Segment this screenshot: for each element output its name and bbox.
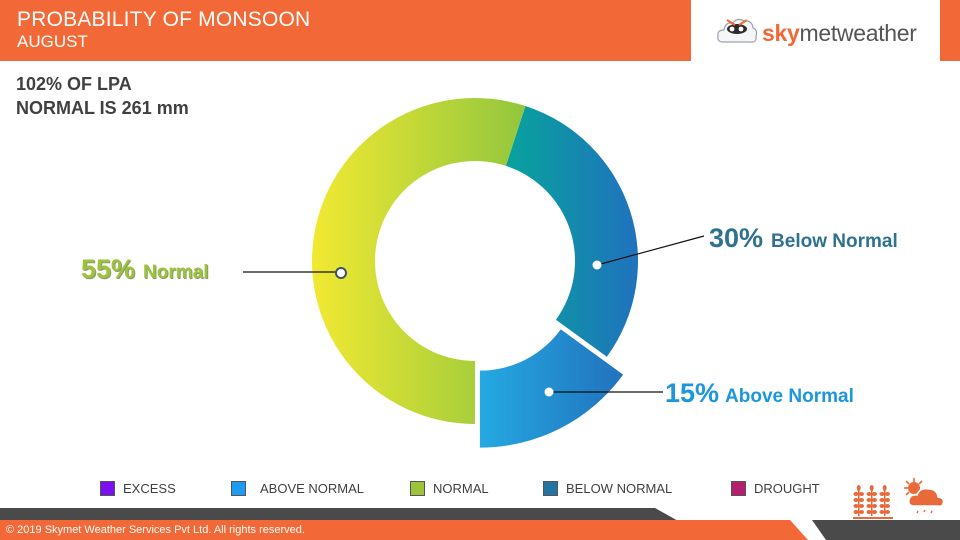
header-bar: PROBABILITY OF MONSOON AUGUST	[0, 0, 691, 61]
donut-segment-normal	[312, 97, 526, 424]
normal-rainfall-text: NORMAL IS 261 mm	[16, 98, 189, 118]
logo-area: skymetweather	[691, 0, 940, 61]
legend-above-normal: ABOVE NORMAL	[231, 481, 364, 496]
header-accent-strip	[940, 0, 960, 61]
normal-marker	[335, 267, 347, 279]
legend-swatch	[731, 481, 746, 496]
legend-excess: EXCESS	[100, 481, 176, 496]
lpa-text: 102% OF LPA	[16, 74, 132, 94]
legend-swatch	[543, 481, 558, 496]
page-title: PROBABILITY OF MONSOON	[17, 8, 311, 31]
below-normal-callout: 30% Below Normal	[709, 223, 898, 253]
legend-swatch	[100, 481, 115, 496]
sun-cloud-rain-icon	[904, 478, 945, 514]
donut-segment-below-normal	[505, 105, 638, 357]
legend-drought: DROUGHT	[731, 481, 820, 496]
legend-swatch	[410, 481, 425, 496]
below-normal-marker	[592, 260, 602, 270]
legend-swatch	[231, 481, 246, 496]
cloud-mascot-icon	[717, 18, 758, 43]
legend-below-normal: BELOW NORMAL	[543, 481, 672, 496]
legend-normal: NORMAL	[410, 481, 489, 496]
callout-lines	[243, 235, 705, 393]
footer-dark-band	[0, 508, 680, 522]
brand-logo-text: skymetweather	[762, 20, 917, 46]
page-subtitle: AUGUST	[17, 32, 88, 51]
copyright-text: © 2019 Skymet Weather Services Pvt Ltd. …	[6, 524, 305, 536]
normal-callout: 55% Normal	[81, 254, 209, 284]
footer-orange-band	[0, 520, 808, 540]
above-normal-marker	[544, 387, 554, 397]
above-normal-callout: 15% Above Normal	[665, 378, 854, 408]
footer-dark-band-right	[812, 520, 960, 540]
wheat-crop-icon	[853, 485, 893, 519]
